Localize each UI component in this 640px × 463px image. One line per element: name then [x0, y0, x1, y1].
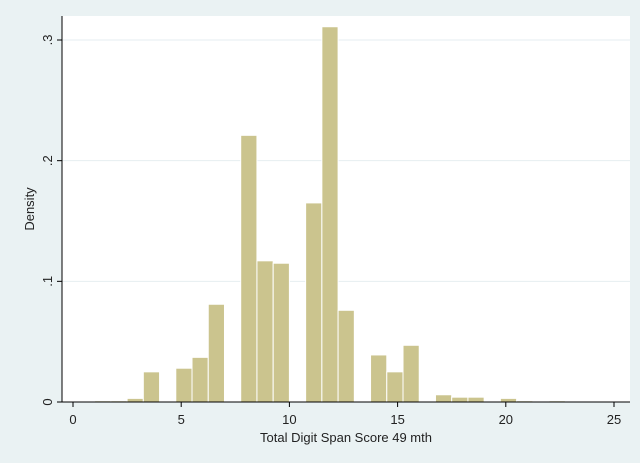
x-tick-label: 5: [178, 412, 185, 427]
y-tick-label: .1: [40, 276, 55, 287]
histogram-bar: [434, 394, 453, 403]
histogram-bar: [191, 356, 209, 403]
y-tick-label: .2: [40, 155, 55, 166]
x-tick-label: 15: [390, 412, 404, 427]
histogram-bar: [499, 397, 518, 403]
y-tick-label: 0: [40, 398, 55, 405]
histogram-bar: [337, 309, 355, 403]
histogram-bar: [402, 344, 420, 403]
x-tick-label: 0: [69, 412, 76, 427]
histogram-bar: [142, 371, 161, 403]
histogram-bar: [207, 303, 225, 403]
x-ticks: 0 5 10 15 20 25: [69, 402, 621, 427]
histogram-bar: [370, 354, 388, 403]
y-axis-label: Density: [22, 187, 37, 231]
histogram-bar: [305, 202, 323, 403]
histogram-bar: [467, 396, 485, 403]
histogram-bar: [321, 26, 339, 403]
histogram-bar: [451, 396, 469, 403]
histogram-bar: [175, 367, 193, 403]
y-ticks: 0 .1 .2 .3: [40, 35, 62, 406]
histogram-bar: [126, 397, 144, 403]
axes: [61, 16, 630, 403]
x-tick-label: 25: [607, 412, 621, 427]
histogram-bar: [272, 262, 290, 403]
x-tick-label: 10: [282, 412, 296, 427]
histogram-bar: [256, 260, 274, 403]
y-tick-label: .3: [40, 35, 55, 46]
x-axis-label: Total Digit Span Score 49 mth: [260, 430, 432, 445]
histogram-bar: [240, 134, 258, 403]
grid-lines: [62, 39, 630, 282]
histogram-bar: [386, 371, 404, 403]
x-tick-label: 20: [499, 412, 513, 427]
